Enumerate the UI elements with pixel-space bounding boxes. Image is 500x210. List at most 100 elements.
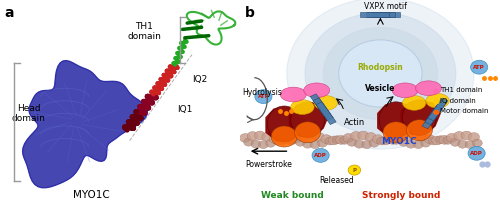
Circle shape <box>428 137 438 145</box>
Circle shape <box>392 136 401 144</box>
Circle shape <box>339 40 422 107</box>
Circle shape <box>343 134 354 142</box>
Circle shape <box>410 131 420 140</box>
Circle shape <box>284 135 295 144</box>
Polygon shape <box>401 101 440 134</box>
Polygon shape <box>428 98 448 121</box>
Polygon shape <box>22 61 148 188</box>
Circle shape <box>450 138 460 146</box>
Text: ATP: ATP <box>258 94 269 99</box>
Text: Actin: Actin <box>344 118 365 127</box>
Ellipse shape <box>268 106 301 142</box>
Circle shape <box>454 131 464 140</box>
Circle shape <box>244 138 254 146</box>
Polygon shape <box>310 94 330 117</box>
Circle shape <box>369 139 379 147</box>
Text: b: b <box>245 6 255 20</box>
Circle shape <box>348 165 360 175</box>
Circle shape <box>310 141 320 149</box>
Circle shape <box>288 136 298 144</box>
Circle shape <box>312 148 329 162</box>
Text: ADP: ADP <box>314 153 327 158</box>
Ellipse shape <box>402 100 436 135</box>
Circle shape <box>402 131 413 140</box>
Circle shape <box>306 131 317 140</box>
Circle shape <box>433 89 440 94</box>
Polygon shape <box>422 106 442 129</box>
Ellipse shape <box>416 81 442 96</box>
Ellipse shape <box>383 122 409 143</box>
Circle shape <box>470 60 488 74</box>
Text: VXPX motif: VXPX motif <box>364 2 407 11</box>
Circle shape <box>439 135 450 144</box>
Circle shape <box>388 135 398 144</box>
Circle shape <box>421 139 430 147</box>
Polygon shape <box>360 12 389 17</box>
Circle shape <box>251 140 261 148</box>
Circle shape <box>332 136 342 144</box>
Text: Weak bound: Weak bound <box>260 190 324 199</box>
Circle shape <box>323 27 438 120</box>
Circle shape <box>468 146 485 160</box>
Circle shape <box>433 99 440 104</box>
Circle shape <box>336 135 346 144</box>
Circle shape <box>347 138 357 146</box>
Circle shape <box>436 136 446 144</box>
Circle shape <box>328 136 339 145</box>
Polygon shape <box>316 102 336 125</box>
Circle shape <box>358 131 369 140</box>
Text: P: P <box>352 168 356 173</box>
Circle shape <box>362 141 372 149</box>
Ellipse shape <box>294 122 320 143</box>
Ellipse shape <box>379 102 413 138</box>
Text: ATP: ATP <box>474 65 485 70</box>
Polygon shape <box>378 103 417 136</box>
Polygon shape <box>366 12 394 17</box>
Circle shape <box>255 90 272 104</box>
Circle shape <box>305 13 456 134</box>
Text: Rhodopsin: Rhodopsin <box>358 63 404 72</box>
Circle shape <box>372 135 384 144</box>
Circle shape <box>296 138 305 146</box>
Text: MYO1C: MYO1C <box>381 136 416 146</box>
Circle shape <box>433 110 440 115</box>
Circle shape <box>247 132 258 140</box>
Text: Powerstroke: Powerstroke <box>245 160 292 169</box>
Circle shape <box>432 136 442 145</box>
Circle shape <box>376 137 386 145</box>
Text: TH1 domain: TH1 domain <box>440 87 482 93</box>
Circle shape <box>414 141 424 149</box>
Ellipse shape <box>290 102 324 138</box>
Polygon shape <box>425 102 445 125</box>
Circle shape <box>325 137 334 145</box>
Circle shape <box>365 133 376 141</box>
Text: IQ2: IQ2 <box>192 75 208 84</box>
Circle shape <box>314 133 324 141</box>
Text: Hydrolysis: Hydrolysis <box>242 88 282 97</box>
Circle shape <box>321 135 332 143</box>
Circle shape <box>302 140 312 148</box>
Circle shape <box>443 136 453 144</box>
Circle shape <box>262 133 273 141</box>
Circle shape <box>258 141 268 149</box>
Text: IQ1: IQ1 <box>178 105 193 114</box>
Text: ADP: ADP <box>470 151 483 156</box>
Circle shape <box>406 140 416 148</box>
Polygon shape <box>290 103 329 136</box>
Text: Strongly bound: Strongly bound <box>362 190 440 199</box>
Circle shape <box>292 134 302 142</box>
Circle shape <box>276 136 287 145</box>
Polygon shape <box>372 12 400 17</box>
Text: TH1
domain: TH1 domain <box>127 22 161 41</box>
Circle shape <box>280 136 290 144</box>
Circle shape <box>240 134 250 142</box>
Polygon shape <box>313 98 334 121</box>
Circle shape <box>266 139 276 147</box>
Circle shape <box>446 133 458 142</box>
Circle shape <box>398 138 408 146</box>
Circle shape <box>458 140 468 148</box>
Text: Head
domain: Head domain <box>12 104 46 123</box>
Polygon shape <box>266 107 305 141</box>
Circle shape <box>354 140 364 148</box>
Circle shape <box>417 133 428 141</box>
